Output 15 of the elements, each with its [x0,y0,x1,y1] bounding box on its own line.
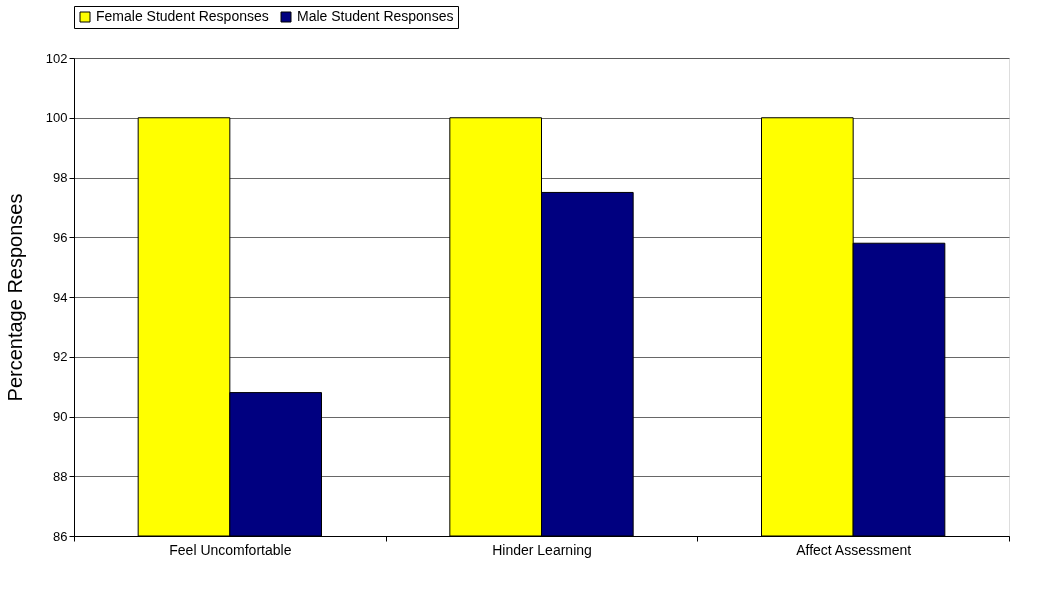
y-tick-label: 100 [45,110,68,126]
legend-label: Male Student Responses [297,8,454,24]
y-tick-label: 92 [53,349,68,365]
x-tick-label: Feel Uncomfortable [169,541,292,558]
y-tick-label: 90 [53,409,68,424]
y-tick-label: 86 [53,528,68,544]
y-tick-label: 96 [53,229,68,245]
legend-label: Female Student Responses [96,8,269,24]
y-axis-title: Percentage Responses [3,193,26,402]
y-tick-label: 94 [53,289,68,305]
x-tick-label: Hinder Learning [492,541,592,558]
y-tick-label: 88 [53,468,68,484]
y-tick-label: 102 [45,50,68,66]
y-tick-label: 98 [53,170,68,185]
x-tick-label: Affect Assessment [796,541,912,558]
